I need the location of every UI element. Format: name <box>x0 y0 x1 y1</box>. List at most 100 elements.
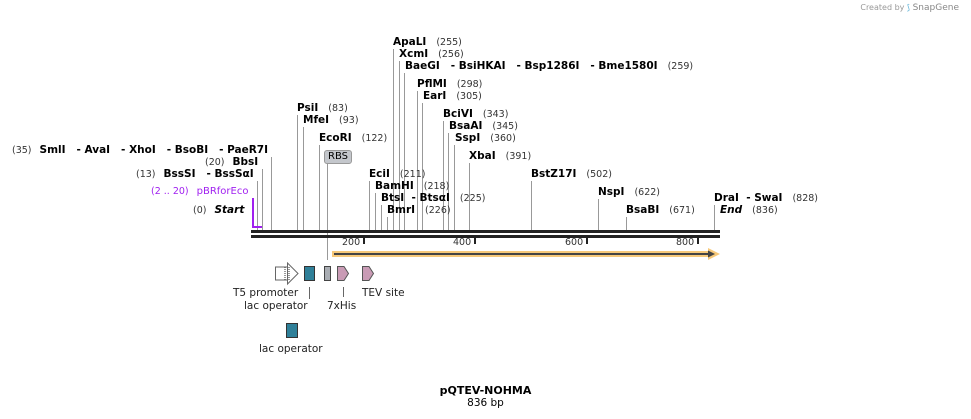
sequence-strand-top <box>251 230 720 233</box>
enzyme-name: XcmI <box>399 48 429 60</box>
7xhis-label: 7xHis <box>327 300 357 312</box>
enzyme-position: (13) <box>136 169 156 180</box>
cut-site-line <box>369 181 370 230</box>
enzyme-position: (218) <box>423 181 450 192</box>
enzyme-name: EarI <box>423 90 447 102</box>
enzyme-label[interactable]: BsaAI (345) <box>449 120 518 133</box>
enzyme-label[interactable]: ApaLI (255) <box>393 36 462 49</box>
enzyme-label[interactable]: (20) BbsI <box>205 156 258 169</box>
enzyme-name: EciI <box>369 168 390 180</box>
primer-name: pBRforEco <box>196 186 249 197</box>
enzyme-label[interactable]: PsiI (83) <box>297 102 348 115</box>
cut-site-line <box>381 205 382 230</box>
orf-arrow[interactable] <box>330 247 722 263</box>
primer-pos: (2 .. 20) <box>151 186 189 197</box>
enzyme-position: (122) <box>361 133 388 144</box>
enzyme-label[interactable]: BamHI (218) <box>375 180 449 193</box>
enzyme-label[interactable]: DraI - SwaI (828) <box>714 192 818 205</box>
enzyme-name: DraI - SwaI <box>714 192 783 204</box>
enzyme-label[interactable]: BstZ17I (502) <box>531 168 612 181</box>
enzyme-label[interactable]: XcmI (256) <box>399 48 464 61</box>
enzyme-position: (20) <box>205 157 225 168</box>
start-label: (0) Start <box>193 204 244 217</box>
enzyme-label[interactable]: BtsI - BtsαI (225) <box>381 192 485 205</box>
tev-site-label: TEV site <box>362 287 405 299</box>
enzyme-position: (502) <box>586 169 612 180</box>
enzyme-name: ApaLI <box>393 36 427 48</box>
enzyme-position: (211) <box>399 169 426 180</box>
enzyme-label[interactable]: (35) SmlI - AvaI - XhoI - BsoBI - PaeR7I <box>12 144 268 157</box>
enzyme-label[interactable]: PflMI (298) <box>417 78 482 91</box>
lac-operator-feature-2[interactable] <box>286 323 298 338</box>
cut-site-line <box>399 61 400 230</box>
enzyme-position: (360) <box>490 133 516 144</box>
enzyme-name: BciVI <box>443 108 473 120</box>
enzyme-name: MfeI <box>303 114 330 126</box>
primer-bar[interactable] <box>252 226 262 228</box>
tick-400 <box>474 237 476 244</box>
lac-leader <box>309 287 310 299</box>
tick-600 <box>586 237 588 244</box>
rbs-badge[interactable]: RBS <box>324 150 352 164</box>
enzyme-label[interactable]: (13) BssSI - BssSαI <box>136 168 254 181</box>
enzyme-label[interactable]: BmrI (226) <box>387 204 451 217</box>
enzyme-position: (671) <box>669 205 695 216</box>
rbs-feature[interactable] <box>324 266 331 281</box>
enzyme-label[interactable]: EarI (305) <box>423 90 482 103</box>
7xhis-feature[interactable] <box>337 266 350 281</box>
sequence-strand-bottom <box>251 235 720 238</box>
credit-text: Created by <box>860 3 905 12</box>
tev-site-feature[interactable] <box>362 266 375 281</box>
tick-800 <box>697 237 699 244</box>
enzyme-label[interactable]: EciI (211) <box>369 168 425 181</box>
cut-site-line <box>257 181 258 230</box>
end-pos: (836) <box>752 205 778 216</box>
cut-site-line <box>303 127 304 230</box>
enzyme-label[interactable]: XbaI (391) <box>469 150 531 163</box>
enzyme-position: (343) <box>482 109 509 120</box>
lac-operator-feature[interactable] <box>304 266 315 281</box>
primer-label[interactable]: (2 .. 20) pBRforEco <box>151 186 248 198</box>
enzyme-position: (226) <box>425 205 451 216</box>
rbs-line <box>327 163 328 260</box>
enzyme-label[interactable]: MfeI (93) <box>303 114 359 127</box>
snapgene-credit: Created by ⟆ SnapGene <box>860 3 959 13</box>
enzyme-name: BsaBI <box>626 204 660 216</box>
t5-promoter-label: T5 promoter <box>233 287 299 299</box>
enzyme-position: (298) <box>456 79 483 90</box>
enzyme-label[interactable]: BaeGI - BsiHKAI - Bsp1286I - Bme1580I (25… <box>405 60 693 73</box>
end-label: End (836) <box>720 204 778 217</box>
enzyme-label[interactable]: NspI (622) <box>598 186 660 199</box>
tick-label: 200 <box>342 237 361 248</box>
enzyme-name: PsiI <box>297 102 319 114</box>
t5-promoter-feature[interactable] <box>275 262 299 286</box>
enzyme-name: BssSI - BssSαI <box>163 168 254 180</box>
primer-stem <box>252 198 254 228</box>
brand-text: SnapGene <box>912 3 959 13</box>
enzyme-position: (93) <box>339 115 359 126</box>
enzyme-name: BsaAI <box>449 120 483 132</box>
enzyme-position: (255) <box>436 37 462 48</box>
enzyme-name: PflMI <box>417 78 447 90</box>
start-name: Start <box>214 204 245 216</box>
enzyme-position: (35) <box>12 145 32 156</box>
plasmid-length: 836 bp <box>467 397 504 409</box>
enzyme-position: (345) <box>492 121 518 132</box>
enzyme-name: BmrI <box>387 204 416 216</box>
cut-site-line <box>626 217 627 230</box>
snapgene-logo-icon: ⟆ <box>906 3 911 12</box>
enzyme-name: BtsI - BtsαI <box>381 192 450 204</box>
enzyme-label[interactable]: SspI (360) <box>455 132 516 145</box>
enzyme-position: (259) <box>667 61 694 72</box>
enzyme-name: BamHI <box>375 180 414 192</box>
enzyme-label[interactable]: BsaBI (671) <box>626 204 695 217</box>
lac-operator-label: lac operator <box>244 300 308 312</box>
feature-row <box>275 262 375 286</box>
cut-site-line <box>448 133 449 230</box>
enzyme-label[interactable]: EcoRI (122) <box>319 132 387 145</box>
cut-site-line <box>271 157 272 230</box>
enzyme-label[interactable]: BciVI (343) <box>443 108 508 121</box>
tick-200 <box>363 237 365 244</box>
enzyme-name: EcoRI <box>319 132 352 144</box>
enzyme-position: (83) <box>328 103 348 114</box>
